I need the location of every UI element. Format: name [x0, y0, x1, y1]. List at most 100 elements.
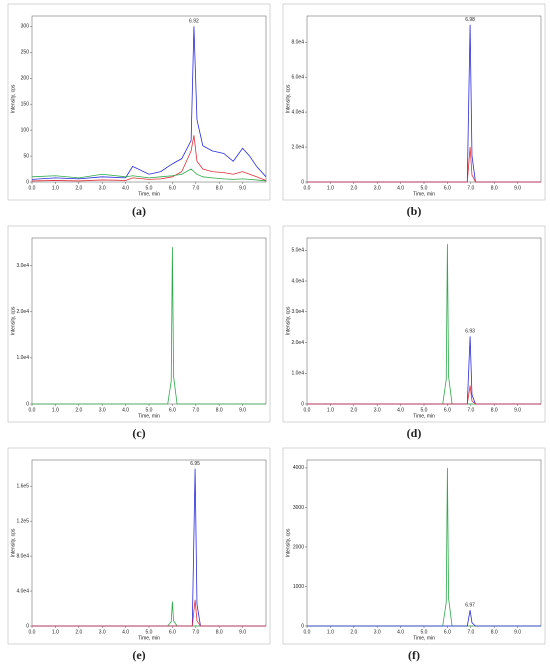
- y-tick-label: 1000: [293, 584, 304, 590]
- x-tick-label: 0.0: [304, 629, 311, 635]
- peak-label: 6.98: [465, 17, 475, 23]
- y-tick-label: 4.0e4: [291, 109, 304, 115]
- y-axis-label: Intensity, cps: [10, 528, 16, 557]
- x-tick-label: 9.0: [239, 629, 246, 635]
- y-tick-label: 4.0e4: [16, 588, 29, 594]
- x-tick-label: 0.0: [304, 407, 311, 413]
- y-tick-label: 0: [301, 179, 304, 185]
- x-tick-label: 1.0: [52, 407, 59, 413]
- x-tick-label: 3.0: [374, 629, 381, 635]
- x-axis-label: Time, min: [413, 413, 435, 419]
- x-tick-label: 7.0: [192, 407, 199, 413]
- panel-frame: [7, 447, 271, 645]
- x-tick-label: 5.0: [421, 629, 428, 635]
- y-tick-label: 3.0e4: [16, 263, 29, 269]
- x-tick-label: 4.0: [122, 185, 129, 191]
- plot-area: [31, 237, 267, 405]
- peak-label: 6.95: [190, 461, 200, 467]
- x-tick-label: 6.0: [444, 407, 451, 413]
- trace: [307, 147, 541, 183]
- trace: [307, 610, 541, 627]
- x-tick-label: 1.0: [327, 629, 334, 635]
- x-tick-label: 2.0: [75, 629, 82, 635]
- x-tick-label: 8.0: [216, 629, 223, 635]
- x-tick-label: 7.0: [192, 629, 199, 635]
- y-tick-label: 0: [26, 179, 29, 185]
- x-tick-label: 3.0: [374, 407, 381, 413]
- y-tick-label: 8.0e4: [291, 40, 304, 46]
- x-tick-label: 9.0: [514, 185, 521, 191]
- panel-label: (d): [407, 426, 422, 440]
- y-tick-label: 4000: [293, 465, 304, 471]
- y-tick-label: 1.0e4: [16, 355, 29, 361]
- y-tick-label: 4.0e4: [291, 278, 304, 284]
- x-tick-label: 3.0: [99, 185, 106, 191]
- x-tick-label: 4.0: [397, 185, 404, 191]
- y-tick-label: 5.0e4: [291, 248, 304, 254]
- y-axis-label: Intensity, cps: [10, 84, 16, 113]
- x-tick-label: 1.0: [327, 185, 334, 191]
- y-tick-label: 6.0e4: [291, 74, 304, 80]
- x-tick-label: 7.0: [467, 185, 474, 191]
- plot-area: [306, 459, 542, 627]
- panel-frame: [7, 3, 271, 201]
- y-tick-label: 0: [301, 623, 304, 629]
- plot-area: [31, 15, 267, 183]
- x-tick-label: 2.0: [350, 185, 357, 191]
- x-tick-label: 5.0: [146, 185, 153, 191]
- y-tick-label: 0: [26, 401, 29, 407]
- x-tick-label: 6.0: [169, 185, 176, 191]
- x-tick-label: 4.0: [122, 407, 129, 413]
- x-tick-label: 2.0: [75, 407, 82, 413]
- y-tick-label: 1.6e5: [16, 484, 29, 490]
- y-tick-label: 0: [26, 623, 29, 629]
- x-tick-label: 6.0: [169, 629, 176, 635]
- x-tick-label: 4.0: [122, 629, 129, 635]
- x-tick-label: 5.0: [421, 185, 428, 191]
- x-tick-label: 1.0: [52, 185, 59, 191]
- panel-label: (a): [132, 204, 146, 218]
- x-tick-label: 6.0: [169, 407, 176, 413]
- plot-area: [31, 459, 267, 627]
- x-tick-label: 4.0: [397, 407, 404, 413]
- y-tick-label: 2.0e4: [16, 309, 29, 315]
- y-tick-label: 150: [21, 102, 30, 108]
- y-axis-label: Intensity, cps: [10, 306, 16, 335]
- x-tick-label: 1.0: [327, 407, 334, 413]
- x-tick-label: 3.0: [99, 407, 106, 413]
- y-axis-label: Intensity, cps: [285, 84, 291, 113]
- x-tick-label: 3.0: [374, 185, 381, 191]
- x-tick-label: 7.0: [467, 629, 474, 635]
- y-tick-label: 3.0e4: [291, 309, 304, 315]
- y-tick-label: 50: [23, 153, 29, 159]
- y-tick-label: 0: [301, 401, 304, 407]
- x-tick-label: 2.0: [350, 629, 357, 635]
- y-axis-label: Intensity, cps: [285, 528, 291, 557]
- y-tick-label: 2.0e4: [291, 144, 304, 150]
- x-tick-label: 8.0: [216, 407, 223, 413]
- x-tick-label: 4.0: [397, 629, 404, 635]
- y-tick-label: 100: [21, 127, 30, 133]
- panel-label: (f): [408, 648, 420, 662]
- trace: [31, 26, 267, 180]
- x-tick-label: 0.0: [29, 185, 36, 191]
- trace: [32, 247, 266, 405]
- trace: [307, 385, 541, 405]
- trace: [32, 599, 266, 627]
- x-tick-label: 0.0: [304, 185, 311, 191]
- x-tick-label: 7.0: [467, 407, 474, 413]
- peak-label: 6.97: [465, 603, 475, 609]
- peak-label: 6.92: [189, 19, 199, 25]
- y-axis-label: Intensity, cps: [285, 306, 291, 335]
- peak-label: 6.93: [465, 329, 475, 335]
- x-axis-label: Time, min: [138, 635, 160, 641]
- x-tick-label: 5.0: [146, 629, 153, 635]
- x-tick-label: 6.0: [444, 185, 451, 191]
- y-tick-label: 250: [21, 50, 30, 56]
- panel-frame: [7, 225, 271, 423]
- y-tick-label: 2.0e4: [291, 340, 304, 346]
- y-tick-label: 3000: [293, 505, 304, 511]
- x-tick-label: 2.0: [350, 407, 357, 413]
- y-tick-label: 1.2e5: [16, 518, 29, 524]
- x-tick-label: 8.0: [491, 629, 498, 635]
